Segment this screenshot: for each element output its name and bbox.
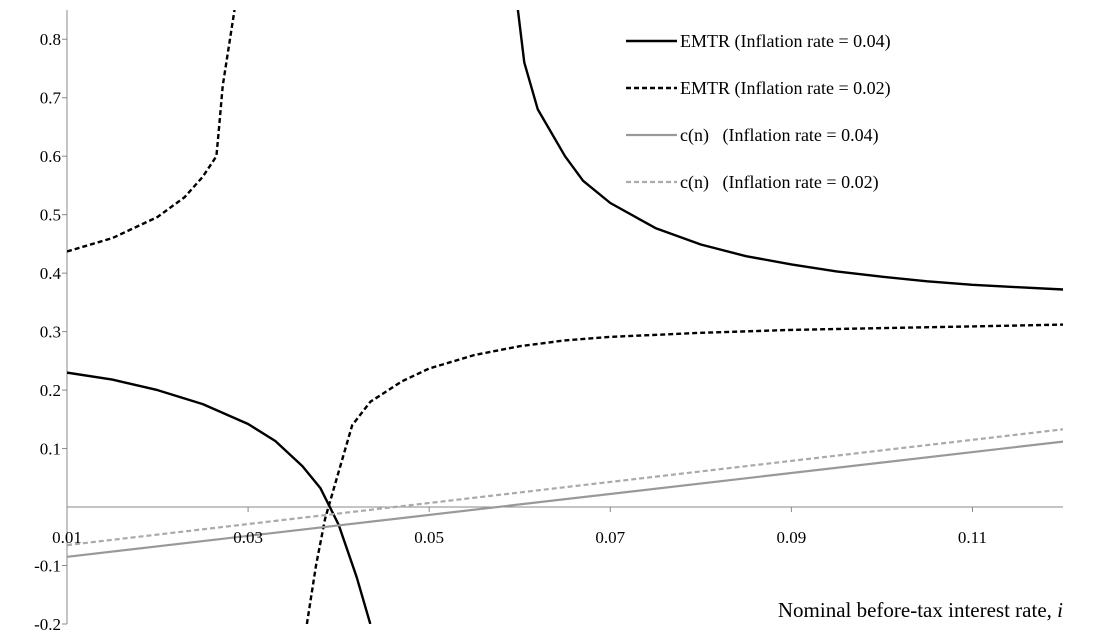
series-line-emtr-inflation-rate-0-02-segment-2 (305, 323, 1064, 624)
x-axis-label-variable: i (1057, 598, 1063, 622)
y-tick-label: 0.6 (40, 147, 61, 166)
x-tick-label: 0.11 (958, 528, 987, 547)
x-tick-label: 0.09 (776, 528, 806, 547)
y-tick-label: 0.4 (40, 264, 62, 283)
legend-label-4: c(n) (Inflation rate = 0.02) (680, 172, 879, 193)
y-tick-label: 0.5 (40, 206, 61, 225)
x-tick-label: 0.05 (414, 528, 444, 547)
series-line-emtr-inflation-rate-0-04-segment-1 (67, 371, 372, 624)
series-line-emtr-inflation-rate-0-04-segment-2 (516, 10, 1064, 291)
axes (66, 10, 1063, 624)
x-tick-label: 0.03 (233, 528, 263, 547)
legend-label-1: EMTR (Inflation rate = 0.04) (680, 31, 891, 52)
x-axis-label: Nominal before-tax interest rate, i (778, 598, 1063, 622)
series-line-emtr-inflation-rate-0-02-segment-1 (67, 10, 236, 253)
series-layer (67, 10, 1064, 624)
legend-label-3: c(n) (Inflation rate = 0.04) (680, 125, 879, 146)
series-line-c-n-inflation-rate-0-02-segment-1 (67, 428, 1064, 547)
series-line-c-n-inflation-rate-0-04-segment-1 (67, 440, 1064, 558)
y-tick-label: 0.2 (40, 381, 61, 400)
x-tick-label: 0.07 (595, 528, 625, 547)
y-tick-label: 0.1 (40, 440, 61, 459)
y-tick-label: -0.1 (34, 557, 61, 576)
x-axis-label-text: Nominal before-tax interest rate, (778, 598, 1057, 622)
y-tick-label: -0.2 (34, 615, 61, 634)
legend: EMTR (Inflation rate = 0.04) EMTR (Inflat… (626, 31, 891, 193)
legend-label-2: EMTR (Inflation rate = 0.02) (680, 78, 891, 99)
y-tick-label: 0.7 (40, 89, 62, 108)
x-tick-label: 0.01 (52, 528, 82, 547)
ticks-layer: -0.2 -0.1 0.1 0.2 0.3 0.4 0.5 0.6 0.7 0.8 0.01 0.03… (34, 30, 987, 634)
y-tick-label: 0.3 (40, 323, 61, 342)
y-tick-label: 0.8 (40, 30, 61, 49)
